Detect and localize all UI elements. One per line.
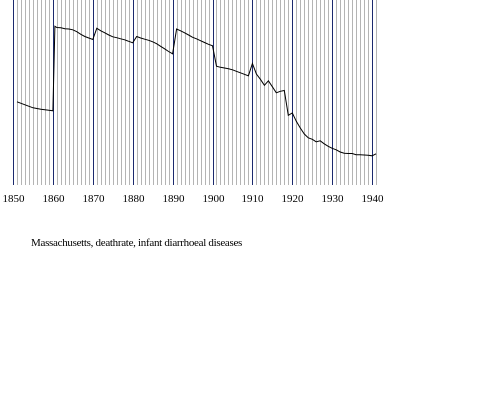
x-tick-labels: 1850 1860 1870 1880 1890 1900 1910 1920 1930 1940 <box>3 193 385 205</box>
x-tick-label: 1930 <box>322 193 345 205</box>
x-tick-label: 1890 <box>163 193 186 205</box>
x-tick-label: 1940 <box>362 193 385 205</box>
x-tick-label: 1870 <box>83 193 106 205</box>
chart-caption: Massachusetts, deathrate, infant diarrho… <box>31 237 243 249</box>
x-tick-label: 1880 <box>123 193 146 205</box>
x-tick-label: 1910 <box>242 193 265 205</box>
x-tick-label: 1860 <box>43 193 66 205</box>
x-tick-label: 1850 <box>3 193 26 205</box>
x-tick-label: 1920 <box>282 193 305 205</box>
series-line <box>16 25 377 157</box>
x-tick-label: 1900 <box>203 193 226 205</box>
minor-grid <box>17 0 377 185</box>
